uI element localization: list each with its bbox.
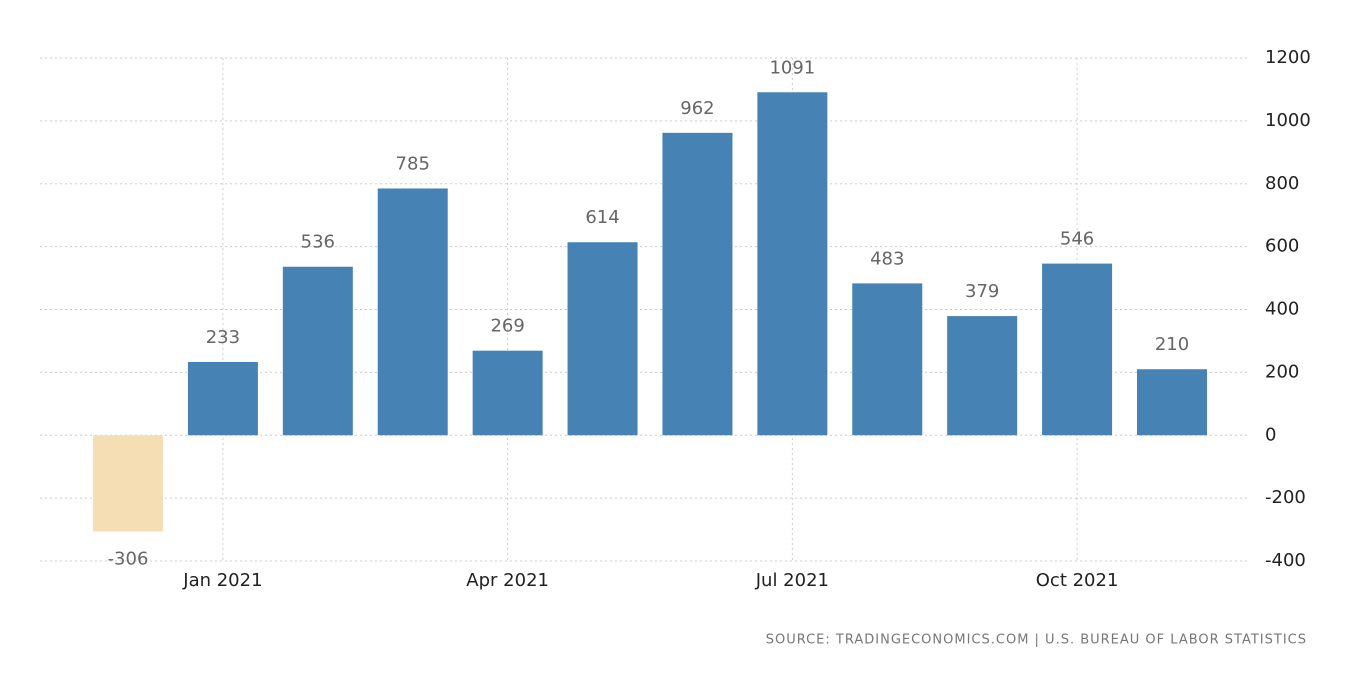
- y-tick-label: 0: [1265, 424, 1276, 445]
- x-tick-label: Jan 2021: [182, 570, 262, 591]
- x-tick-label: Apr 2021: [466, 570, 549, 591]
- bar: [1042, 263, 1113, 436]
- value-label: 785: [396, 153, 430, 174]
- value-label: 614: [585, 207, 619, 228]
- bar: [757, 92, 828, 436]
- bar: [93, 435, 163, 532]
- source: SOURCE: TRADINGECONOMICS.COM | U.S. BURE…: [766, 633, 1307, 648]
- value-label: -306: [108, 548, 149, 569]
- bar: [282, 266, 353, 436]
- value-label: 483: [870, 248, 904, 269]
- value-label: 379: [965, 281, 999, 302]
- value-label: 962: [680, 98, 714, 119]
- y-tick-label: 200: [1265, 361, 1299, 382]
- bar: [567, 242, 638, 436]
- x-tick-label: Oct 2021: [1036, 570, 1119, 591]
- bar: [472, 350, 543, 436]
- y-tick-label: 1000: [1265, 110, 1311, 131]
- value-label: 269: [490, 316, 524, 337]
- bar: [852, 283, 923, 436]
- y-tick-label: -400: [1265, 550, 1306, 571]
- value-label: 210: [1155, 334, 1189, 355]
- y-tick-label: 400: [1265, 299, 1299, 320]
- y-tick-label: 1200: [1265, 47, 1311, 68]
- bar: [377, 188, 448, 436]
- bar: [947, 316, 1018, 436]
- value-label: 546: [1060, 229, 1094, 250]
- value-label: 233: [206, 327, 240, 348]
- bar: [187, 362, 258, 436]
- value-label: 1091: [769, 57, 815, 78]
- value-label: 536: [301, 232, 335, 253]
- bar: [662, 132, 733, 436]
- bar: [1137, 369, 1207, 436]
- y-tick-label: 600: [1265, 236, 1299, 257]
- y-tick-label: -200: [1265, 487, 1306, 508]
- y-tick-label: 800: [1265, 173, 1299, 194]
- x-tick-label: Jul 2021: [755, 570, 829, 591]
